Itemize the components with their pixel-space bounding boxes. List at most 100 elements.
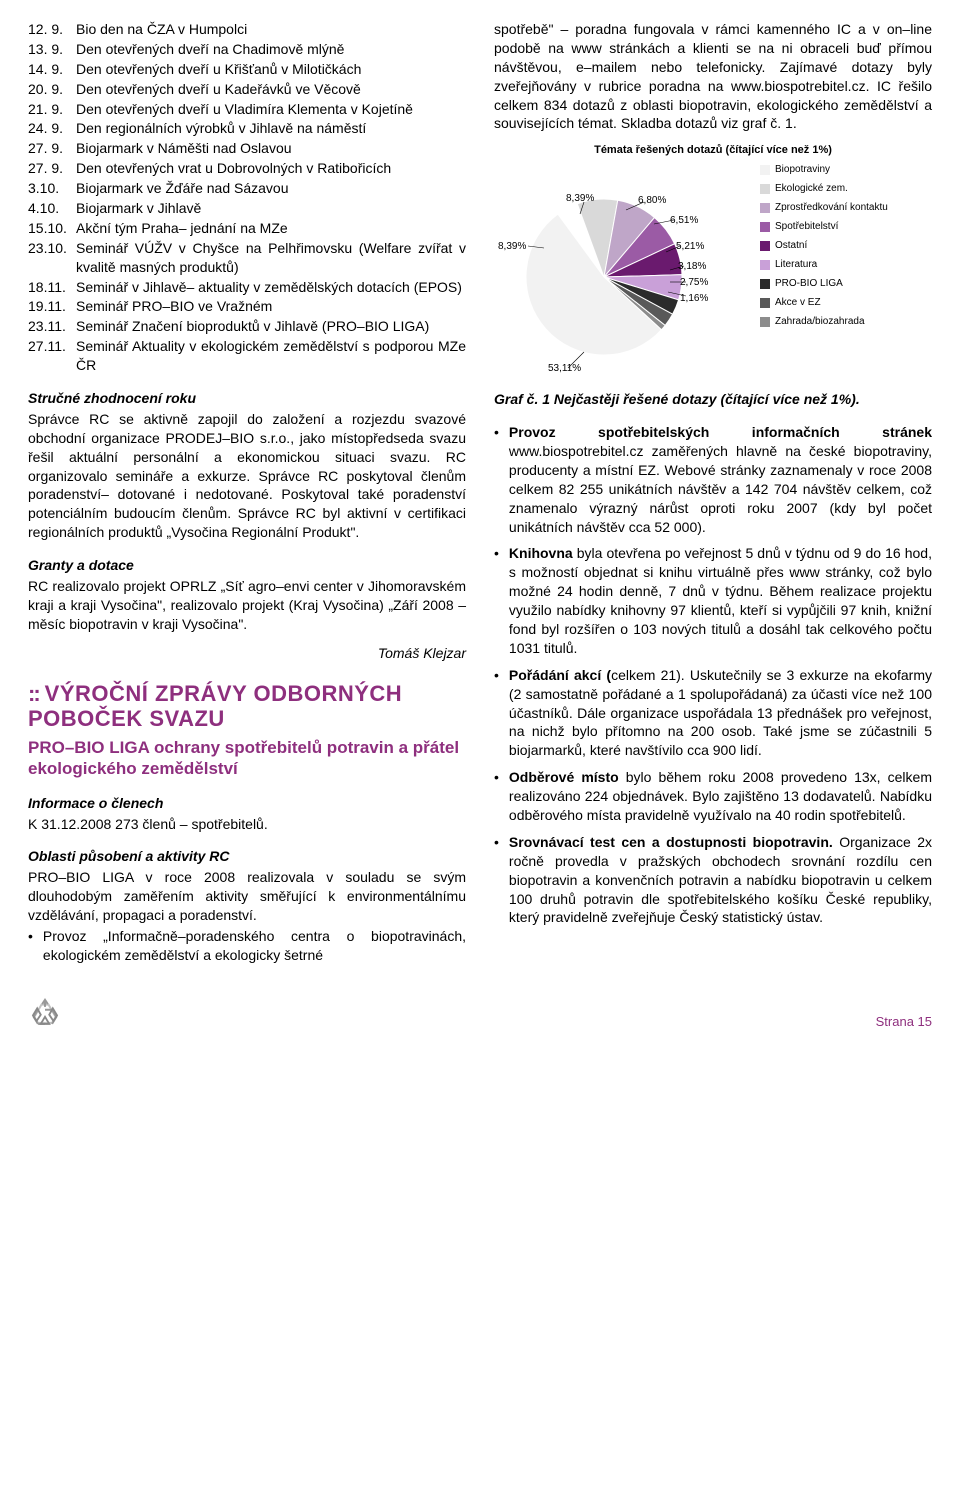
legend-label: Literatura: [775, 257, 817, 273]
legend-label: Ostatní: [775, 238, 807, 254]
event-date: 27. 9.: [28, 139, 76, 158]
legend-swatch: [760, 203, 770, 213]
summary-text: Správce RC se aktivně zapojil do založen…: [28, 410, 466, 542]
info-heading: Informace o členech: [28, 794, 466, 813]
chart-caption: Graf č. 1 Nejčastěji řešené dotazy (číta…: [494, 390, 932, 409]
section-title-text: VÝROČNÍ ZPRÁVY ODBORNÝCH POBOČEK SVAZU: [28, 681, 402, 731]
event-item: 21. 9.Den otevřených dveří u Vladimíra K…: [28, 100, 466, 119]
legend-label: Spotřebitelství: [775, 219, 838, 235]
event-date: 3.10.: [28, 179, 76, 198]
event-date: 23.10.: [28, 239, 76, 277]
event-date: 27.11.: [28, 337, 76, 375]
event-date: 13. 9.: [28, 40, 76, 59]
event-item: 19.11.Seminář PRO–BIO ve Vražném: [28, 297, 466, 316]
legend-label: PRO-BIO LIGA: [775, 276, 843, 292]
legend-item: Biopotraviny: [760, 162, 888, 178]
event-date: 20. 9.: [28, 80, 76, 99]
event-item: 4.10.Biojarmark v Jihlavě: [28, 199, 466, 218]
bullet-text: Knihovna byla otevřena po veřejnost 5 dn…: [509, 544, 932, 657]
event-date: 21. 9.: [28, 100, 76, 119]
event-date: 14. 9.: [28, 60, 76, 79]
legend-label: Zahrada/biozahrada: [775, 314, 865, 330]
bullet-text: Odběrové místo bylo během roku 2008 prov…: [509, 768, 932, 825]
legend-item: PRO-BIO LIGA: [760, 276, 888, 292]
summary-heading: Stručné zhodnocení roku: [28, 389, 466, 408]
pie-chart: 8,39% 8,39% 6,80% 6,51% 5,21% 3,18% 2,75…: [494, 162, 932, 382]
legend-swatch: [760, 222, 770, 232]
pct-label: 2,75%: [680, 276, 708, 290]
legend-swatch: [760, 165, 770, 175]
event-item: 20. 9.Den otevřených dveří u Kadeřávků v…: [28, 80, 466, 99]
event-text: Den otevřených dveří u Křišťanů v Miloti…: [76, 60, 466, 79]
areas-heading: Oblasti působení a aktivity RC: [28, 847, 466, 866]
event-text: Biojarmark v Náměšti nad Oslavou: [76, 139, 466, 158]
event-text: Biojarmark v Jihlavě: [76, 199, 466, 218]
grants-text: RC realizovalo projekt OPRLZ „Síť agro–e…: [28, 577, 466, 634]
event-date: 12. 9.: [28, 20, 76, 39]
legend-item: Ostatní: [760, 238, 888, 254]
legend-swatch: [760, 279, 770, 289]
event-item: 13. 9.Den otevřených dveří na Chadimově …: [28, 40, 466, 59]
event-item: 14. 9.Den otevřených dveří u Křišťanů v …: [28, 60, 466, 79]
list-item: Odběrové místo bylo během roku 2008 prov…: [494, 768, 932, 825]
top-paragraph: spotřebě" – poradna fungovala v rámci ka…: [494, 20, 932, 133]
event-item: 27. 9.Den otevřených vrat u Dobrovolných…: [28, 159, 466, 178]
legend-label: Zprostředkování kontaktu: [775, 200, 888, 216]
legend-swatch: [760, 260, 770, 270]
legend-item: Zahrada/biozahrada: [760, 314, 888, 330]
event-text: Den otevřených dveří u Vladimíra Klement…: [76, 100, 466, 119]
page-footer: Strana 15: [28, 997, 932, 1031]
legend-item: Literatura: [760, 257, 888, 273]
event-item: 27.11.Seminář Aktuality v ekologickém ze…: [28, 337, 466, 375]
page-number: Strana 15: [876, 1013, 932, 1031]
event-text: Den regionálních výrobků v Jihlavě na ná…: [76, 119, 466, 138]
pct-label: 8,39%: [566, 192, 594, 206]
bullet-text: Provoz spotřebitelských informačních str…: [509, 423, 932, 536]
author-name: Tomáš Klejzar: [28, 644, 466, 663]
pct-label: 3,18%: [678, 260, 706, 274]
section-title: ::VÝROČNÍ ZPRÁVY ODBORNÝCH POBOČEK SVAZU: [28, 681, 466, 732]
legend-swatch: [760, 317, 770, 327]
list-item: Provoz „Informačně–poradenského centra o…: [28, 927, 466, 965]
grants-heading: Granty a dotace: [28, 556, 466, 575]
event-text: Seminář VÚŽV v Chyšce na Pelhřimovsku (W…: [76, 239, 466, 277]
pct-label: 6,80%: [638, 194, 666, 208]
event-text: Den otevřených vrat u Dobrovolných v Rat…: [76, 159, 466, 178]
recycle-icon: [28, 997, 62, 1031]
pie-chart-canvas: 8,39% 8,39% 6,80% 6,51% 5,21% 3,18% 2,75…: [494, 162, 754, 382]
event-text: Den otevřených dveří na Chadimově mlýně: [76, 40, 466, 59]
event-date: 23.11.: [28, 317, 76, 336]
areas-intro: PRO–BIO LIGA v roce 2008 realizovala v s…: [28, 868, 466, 925]
legend-swatch: [760, 241, 770, 251]
legend-label: Biopotraviny: [775, 162, 830, 178]
event-item: 12. 9.Bio den na ČZA v Humpolci: [28, 20, 466, 39]
list-item: Knihovna byla otevřena po veřejnost 5 dn…: [494, 544, 932, 657]
page-columns: 12. 9.Bio den na ČZA v Humpolci13. 9.Den…: [28, 20, 932, 973]
pct-label: 1,16%: [680, 292, 708, 306]
event-date: 24. 9.: [28, 119, 76, 138]
event-date: 4.10.: [28, 199, 76, 218]
event-date: 15.10.: [28, 219, 76, 238]
info-text: K 31.12.2008 273 členů – spotřebitelů.: [28, 815, 466, 834]
right-bullet-list: Provoz spotřebitelských informačních str…: [494, 423, 932, 927]
pct-label: 8,39%: [498, 240, 526, 254]
pct-label: 6,51%: [670, 214, 698, 228]
event-item: 27. 9.Biojarmark v Náměšti nad Oslavou: [28, 139, 466, 158]
event-item: 23.11.Seminář Značení bioproduktů v Jihl…: [28, 317, 466, 336]
legend-label: Akce v EZ: [775, 295, 821, 311]
event-item: 24. 9.Den regionálních výrobků v Jihlavě…: [28, 119, 466, 138]
event-text: Bio den na ČZA v Humpolci: [76, 20, 466, 39]
event-text: Biojarmark ve Žďáře nad Sázavou: [76, 179, 466, 198]
event-text: Seminář Aktuality v ekologickém zeměděls…: [76, 337, 466, 375]
legend-item: Ekologické zem.: [760, 181, 888, 197]
event-text: Den otevřených dveří u Kadeřávků ve Věco…: [76, 80, 466, 99]
event-text: Seminář PRO–BIO ve Vražném: [76, 297, 466, 316]
chart-title: Témata řešených dotazů (čítající více ne…: [494, 143, 932, 158]
legend-item: Zprostředkování kontaktu: [760, 200, 888, 216]
event-item: 15.10.Akční tým Praha– jednání na MZe: [28, 219, 466, 238]
bullet-text: Srovnávací test cen a dostupnosti biopot…: [509, 833, 932, 927]
section-subtitle: PRO–BIO LIGA ochrany spotřebitelů potrav…: [28, 737, 466, 780]
event-text: Seminář v Jihlavě– aktuality v zemědělsk…: [76, 278, 466, 297]
list-item: Srovnávací test cen a dostupnosti biopot…: [494, 833, 932, 927]
event-item: 3.10.Biojarmark ve Žďáře nad Sázavou: [28, 179, 466, 198]
